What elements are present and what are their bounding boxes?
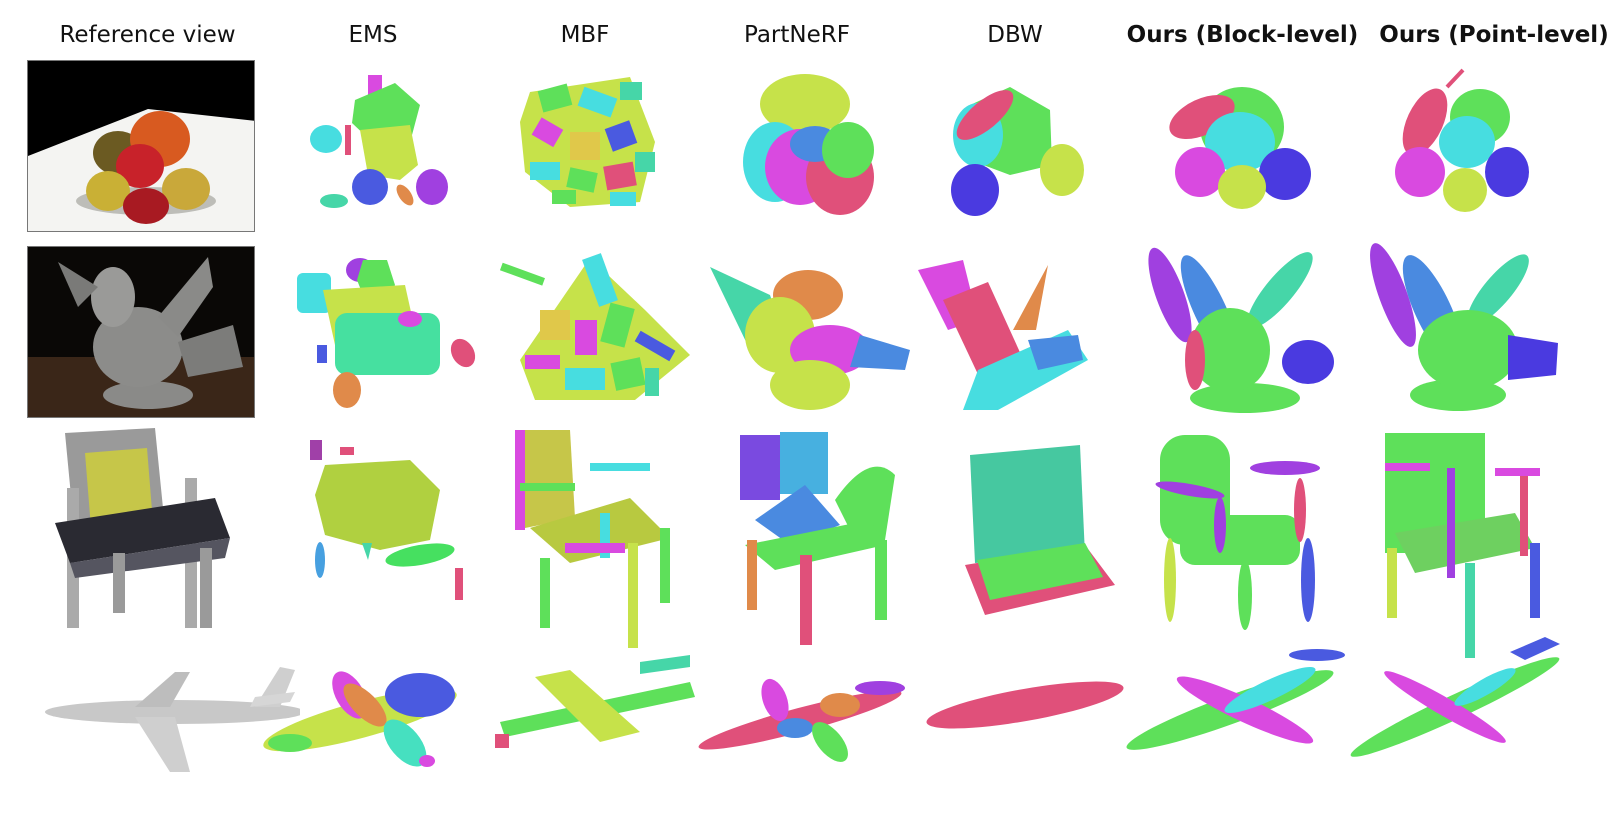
dbw-fruits	[951, 87, 1084, 216]
mbf-bird	[499, 253, 690, 400]
header-ours-block-level: Ours (Block-level)	[1126, 22, 1359, 48]
header-reference-view: Reference view	[59, 22, 236, 48]
dbw-bird	[918, 260, 1088, 410]
mbf-fruits	[520, 77, 655, 207]
header-mbf: MBF	[560, 22, 610, 48]
header-dbw: DBW	[987, 22, 1043, 48]
header-ours-point-level: Ours (Point-level)	[1379, 22, 1609, 48]
ems-chair	[310, 440, 463, 600]
ours-block-bird	[1148, 247, 1334, 413]
ours-block-fruits	[1169, 87, 1311, 209]
partnerf-airplane	[698, 678, 905, 762]
dbw-chair	[965, 445, 1115, 615]
ems-fruits	[310, 75, 448, 208]
ours-point-airplane	[1350, 637, 1560, 757]
reference-chair	[55, 428, 230, 628]
partnerf-fruits	[743, 74, 874, 215]
header-ems: EMS	[348, 22, 398, 48]
mbf-chair	[515, 430, 670, 648]
reference-airplane	[45, 667, 300, 772]
partnerf-bird	[710, 267, 910, 410]
ems-airplane	[263, 671, 457, 767]
ours-point-bird	[1370, 243, 1558, 411]
ours-block-airplane	[1126, 649, 1345, 750]
mbf-airplane	[495, 655, 695, 748]
ours-point-fruits	[1395, 68, 1529, 212]
reference-photo-fruits	[27, 60, 255, 232]
ours-point-chair	[1385, 433, 1540, 658]
ours-block-chair	[1155, 435, 1320, 630]
reference-photo-bird	[27, 246, 255, 418]
partnerf-chair	[740, 432, 895, 645]
dbw-airplane	[926, 681, 1124, 729]
header-partnerf: PartNeRF	[744, 22, 850, 48]
ems-bird	[297, 258, 476, 408]
